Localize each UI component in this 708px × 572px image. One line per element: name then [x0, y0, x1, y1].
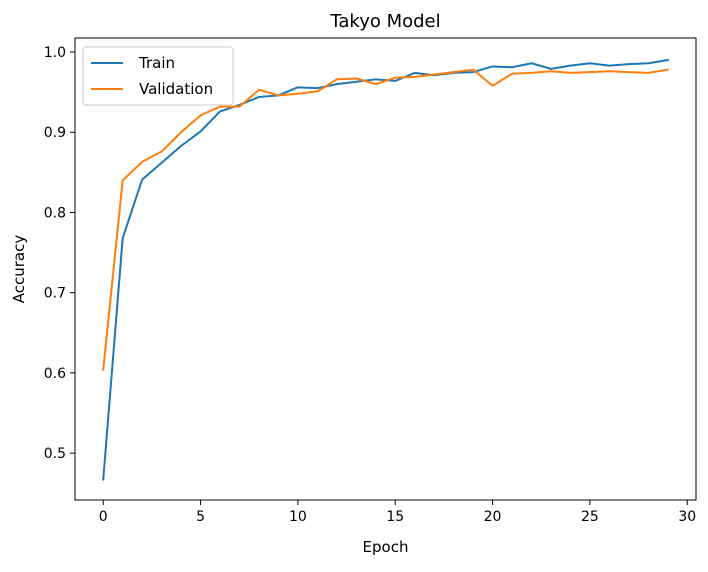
- axes-background: [75, 38, 696, 500]
- x-axis-ticks: 0 5 10 15 20 25 30: [99, 500, 696, 525]
- y-tick-label: 0.8: [44, 205, 66, 221]
- legend: Train Validation: [82, 46, 234, 106]
- plot-area: [75, 38, 696, 500]
- legend-label-validation: Validation: [139, 80, 213, 98]
- y-tick-label: 0.5: [44, 446, 66, 462]
- y-axis-label: Accuracy: [10, 235, 28, 304]
- y-tick-label: 1.0: [44, 45, 66, 61]
- x-tick-label: 20: [484, 509, 502, 525]
- legend-label-train: Train: [138, 54, 175, 72]
- y-axis-ticks: 0.5 0.6 0.7 0.8 0.9 1.0: [44, 45, 75, 462]
- x-tick-label: 10: [289, 509, 307, 525]
- series-line-validation: [102, 68, 669, 371]
- x-tick-label: 0: [99, 509, 108, 525]
- legend-box: [82, 46, 234, 106]
- y-tick-label: 0.7: [44, 286, 66, 302]
- x-tick-label: 25: [581, 509, 599, 525]
- x-tick-label: 15: [386, 509, 404, 525]
- series-layer: [102, 58, 669, 481]
- x-tick-label: 30: [678, 509, 696, 525]
- chart-title: Takyo Model: [329, 11, 440, 32]
- axes-frame: [74, 37, 697, 501]
- x-axis-label: Epoch: [363, 538, 409, 556]
- x-tick-label: 5: [196, 509, 205, 525]
- y-tick-label: 0.9: [44, 125, 66, 141]
- y-tick-label: 0.6: [44, 366, 66, 382]
